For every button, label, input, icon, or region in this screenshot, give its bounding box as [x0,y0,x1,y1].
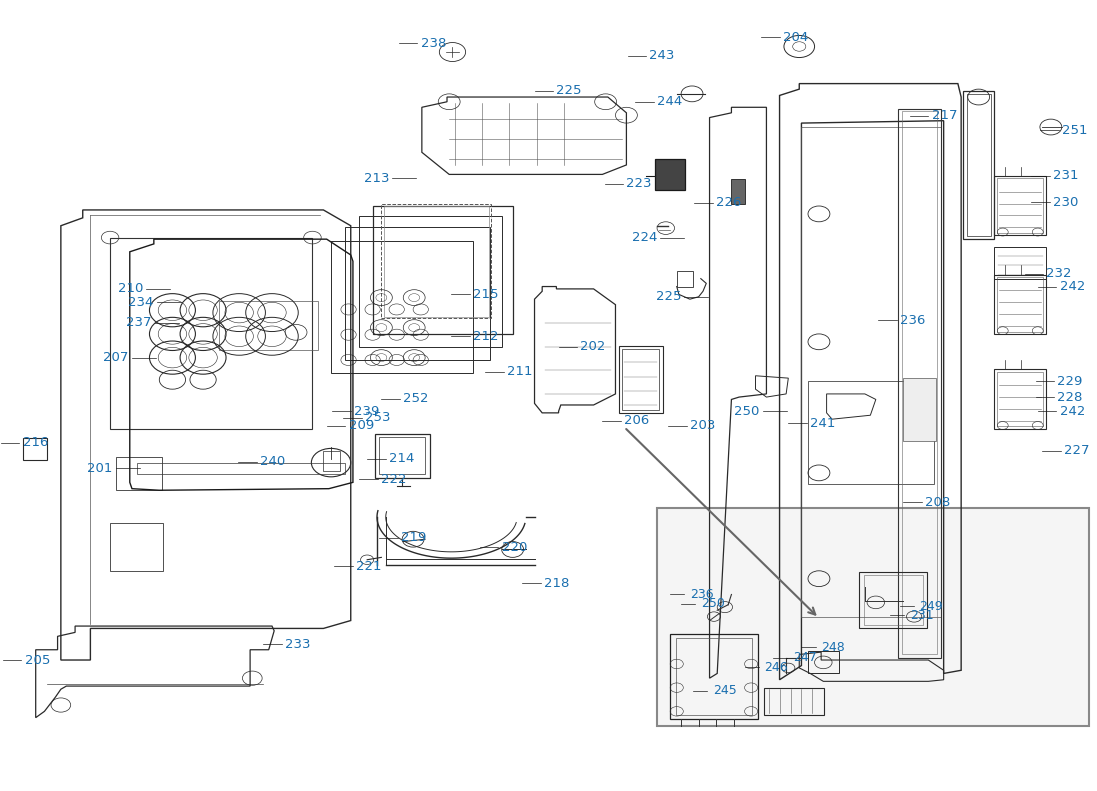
Bar [902,112,937,654]
Text: 238: 238 [421,37,446,50]
Text: 253: 253 [365,411,391,424]
Bar [137,463,346,475]
Bar [375,434,430,478]
Bar [346,227,489,360]
Text: 201: 201 [87,462,112,475]
Text: 220: 220 [501,540,527,554]
Bar [373,206,512,334]
Text: 218: 218 [544,577,569,590]
Text: 217: 217 [931,109,957,123]
Bar [657,509,1089,725]
Text: 244: 244 [657,95,682,108]
Text: 204: 204 [783,31,808,44]
Bar [808,651,838,673]
Text: 249: 249 [919,600,943,613]
Text: 245: 245 [713,684,736,698]
Text: 241: 241 [811,417,836,430]
Text: 247: 247 [793,651,816,664]
Bar [677,271,693,286]
Text: 237: 237 [126,316,151,329]
Text: 248: 248 [822,641,845,654]
Text: 213: 213 [363,172,389,185]
Bar [382,203,490,318]
Text: 234: 234 [128,296,154,308]
Text: 205: 205 [25,653,50,667]
Bar [619,346,663,413]
Text: 207: 207 [103,351,128,364]
Bar [994,247,1047,278]
Bar [802,127,941,617]
Text: 227: 227 [1064,445,1089,457]
Bar [859,572,927,628]
Text: 219: 219 [402,531,427,544]
Text: 225: 225 [556,84,581,97]
Bar [324,451,340,471]
Text: 212: 212 [473,330,499,343]
Text: 223: 223 [626,177,652,191]
Bar [808,381,934,484]
Text: 226: 226 [716,196,742,210]
Text: 208: 208 [925,496,950,509]
Bar [380,437,426,475]
Text: 236: 236 [900,314,925,327]
Text: 214: 214 [389,452,415,465]
Bar [994,176,1047,235]
Text: 215: 215 [473,288,499,301]
Bar [110,237,313,429]
Text: 203: 203 [690,419,715,432]
Bar [963,91,994,239]
Text: 210: 210 [117,282,143,295]
Text: 230: 230 [1053,195,1078,209]
Text: 250: 250 [735,405,760,418]
Bar [331,240,473,373]
Bar [897,109,941,657]
Bar [655,159,686,190]
Text: 202: 202 [580,340,606,353]
Text: 228: 228 [1058,391,1083,403]
Bar [384,206,488,316]
Bar [997,178,1043,233]
Text: 211: 211 [507,365,533,378]
Bar [23,438,47,460]
Text: 216: 216 [23,437,48,449]
Bar [997,277,1043,331]
Text: 251: 251 [1062,123,1087,137]
Bar [994,274,1047,334]
Text: 233: 233 [285,638,310,651]
Text: 231: 231 [909,608,934,622]
Bar [994,369,1047,429]
Text: 236: 236 [690,588,713,601]
Bar [622,349,659,410]
Bar [219,301,318,350]
Bar [765,687,825,715]
Text: 242: 242 [1060,405,1085,418]
Bar [670,634,758,719]
Text: 240: 240 [260,456,285,468]
Text: 242: 242 [1060,280,1085,293]
Text: 250: 250 [701,597,725,611]
Text: 209: 209 [349,419,374,432]
Bar [863,575,923,625]
Text: 224: 224 [632,231,657,244]
Text: 239: 239 [354,405,380,418]
Bar [110,524,162,571]
Text: 252: 252 [404,392,429,405]
Text: 206: 206 [624,414,649,427]
Text: 222: 222 [382,473,407,486]
Text: 243: 243 [649,50,675,62]
Text: 232: 232 [1047,267,1072,280]
Bar [732,179,745,204]
Text: 225: 225 [656,290,681,303]
Bar [115,457,161,490]
Bar [903,378,936,441]
Bar [676,638,753,715]
Text: 221: 221 [357,559,382,573]
Text: 246: 246 [765,660,788,674]
Bar [360,216,501,346]
Text: 229: 229 [1058,375,1083,388]
Text: 231: 231 [1053,169,1078,183]
Bar [997,372,1043,426]
Bar [966,94,991,236]
